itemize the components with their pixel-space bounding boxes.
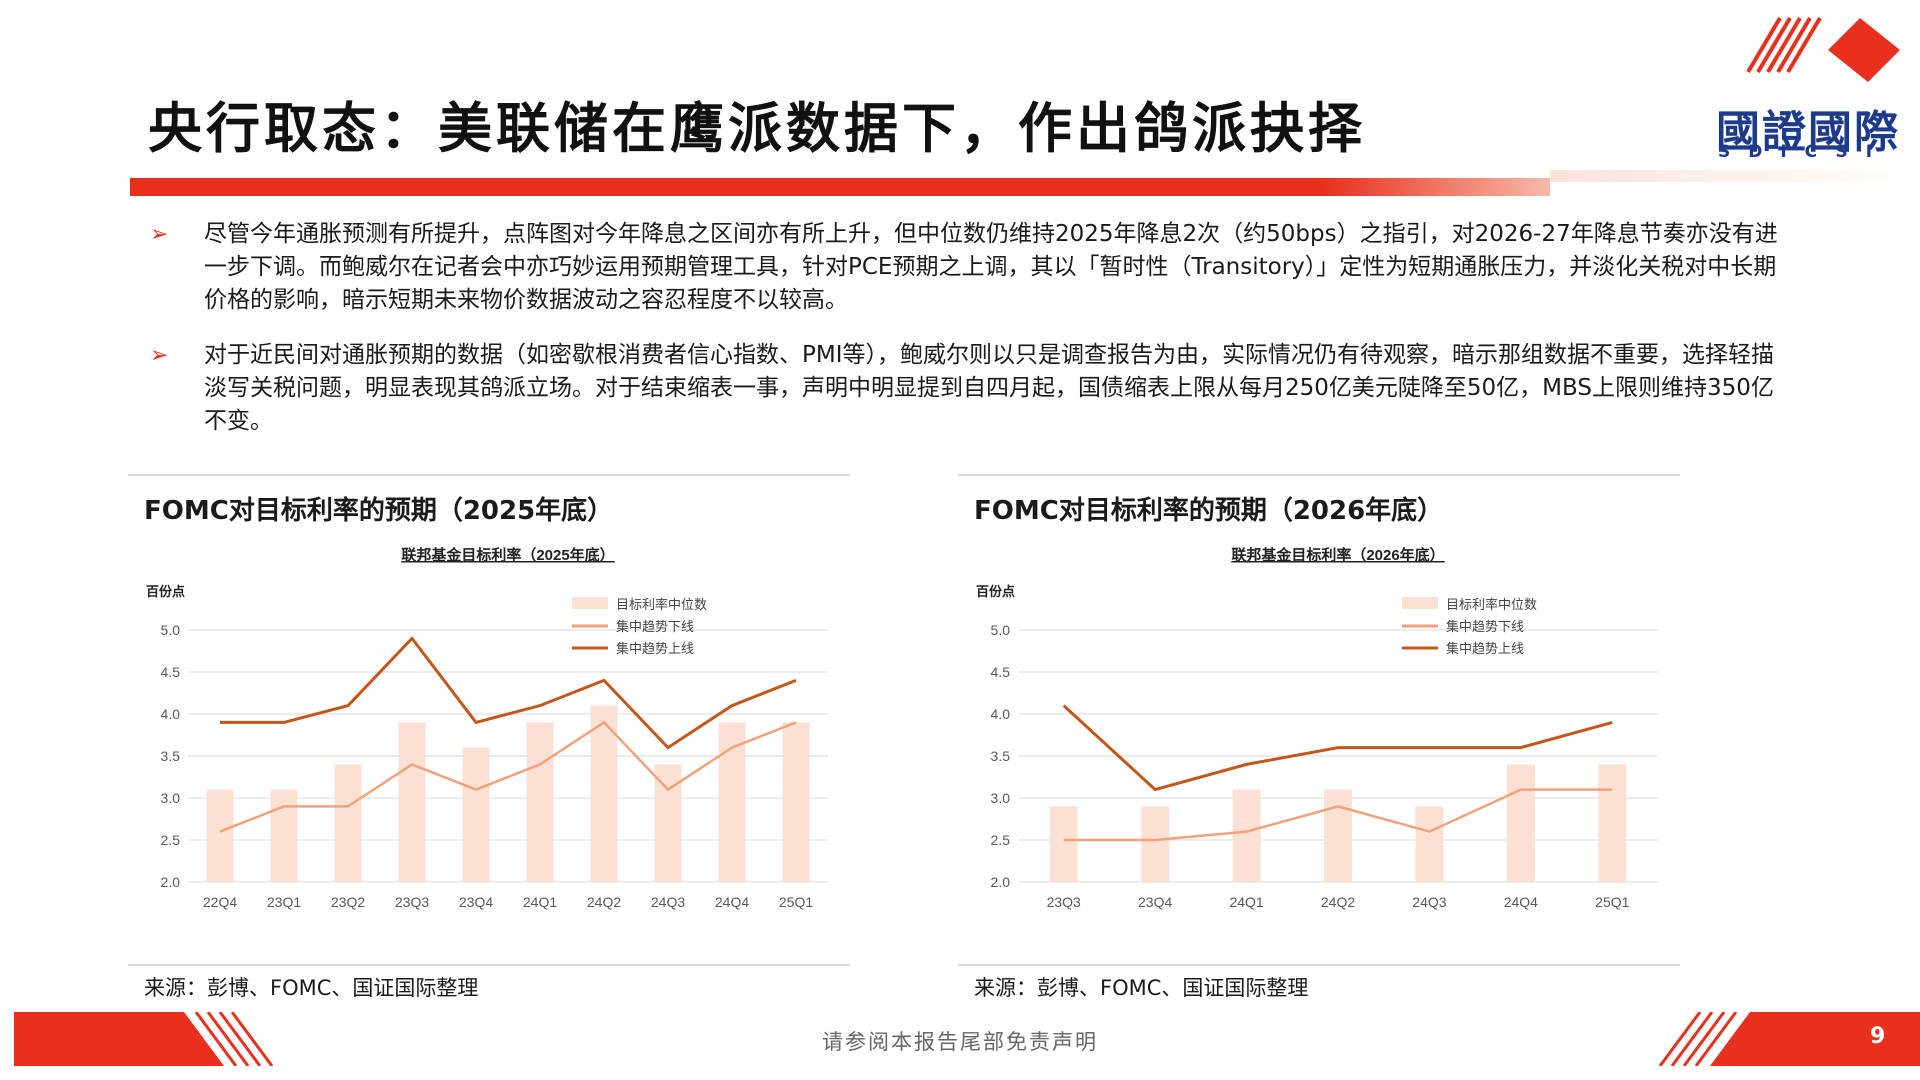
- bar: [590, 705, 618, 882]
- panel-divider: [128, 474, 850, 476]
- title-underline-bar: [130, 178, 1550, 196]
- legend-label: 目标利率中位数: [1446, 597, 1537, 612]
- x-tick-label: 22Q4: [203, 894, 237, 910]
- company-logo: [1746, 16, 1900, 82]
- x-tick-label: 23Q1: [267, 894, 301, 910]
- y-axis-label: 百份点: [146, 584, 185, 599]
- chart-title: 联邦基金目标利率（2026年底）: [1231, 546, 1444, 564]
- rate-chart-2026: 联邦基金目标利率（2026年底） 百份点 5.0 4.5 4.0 3.5 3.0 2.5 2.0…: [976, 546, 1658, 910]
- page-number: 9: [1870, 1024, 1886, 1049]
- bullet-list: ➢ 尽管今年通胀预测有所提升，点阵图对今年降息之区间亦有所上升，但中位数仍维持2…: [146, 218, 1786, 460]
- bar: [1598, 764, 1627, 882]
- x-tick-label: 23Q4: [1138, 894, 1172, 910]
- bar: [1415, 806, 1444, 882]
- x-tick-label: 23Q2: [331, 894, 365, 910]
- x-tick-label: 24Q1: [1229, 894, 1263, 910]
- x-tick-label: 24Q2: [1321, 894, 1355, 910]
- bar: [334, 764, 362, 882]
- footer-stripes-left: [14, 1012, 274, 1066]
- legend-swatch: [1402, 597, 1438, 609]
- x-tick-label: 24Q1: [523, 894, 557, 910]
- x-tick-label: 24Q4: [1504, 894, 1538, 910]
- series-line: [1062, 704, 1613, 792]
- panel-title: FOMC对目标利率的预期（2025年底）: [144, 496, 614, 526]
- panel-title: FOMC对目标利率的预期（2026年底）: [974, 496, 1444, 526]
- bar: [1324, 789, 1352, 882]
- legend-label: 集中趋势上线: [616, 641, 694, 656]
- x-tick-label: 24Q4: [715, 894, 749, 910]
- x-tick-label: 24Q2: [587, 894, 621, 910]
- arrow-bullet-icon: ➢: [150, 222, 169, 247]
- series-line: [219, 720, 797, 833]
- legend-swatch: [572, 597, 608, 609]
- bar: [1049, 806, 1078, 882]
- bar: [270, 789, 298, 882]
- y-tick-label: 2.0: [991, 874, 1011, 890]
- y-tick-label: 4.0: [991, 706, 1011, 722]
- page-title: 央行取态：美联储在鹰派数据下，作出鸽派抉择: [148, 96, 1366, 160]
- bar: [398, 722, 426, 882]
- source-note: 来源：彭博、FOMC、国证国际整理: [144, 976, 479, 1000]
- x-tick-label: 24Q3: [651, 894, 685, 910]
- arrow-bullet-icon: ➢: [150, 343, 169, 368]
- bar: [782, 722, 810, 882]
- y-tick-label: 2.0: [161, 874, 181, 890]
- bar: [462, 747, 490, 882]
- bar: [1141, 806, 1170, 882]
- y-tick-label: 3.0: [991, 790, 1011, 806]
- x-tick-label: 25Q1: [1595, 894, 1629, 910]
- panel-divider: [958, 474, 1680, 476]
- bar: [206, 789, 234, 882]
- bullet-item: ➢ 尽管今年通胀预测有所提升，点阵图对今年降息之区间亦有所上升，但中位数仍维持2…: [146, 218, 1786, 317]
- x-tick-label: 23Q3: [1047, 894, 1081, 910]
- x-tick-label: 24Q3: [1412, 894, 1446, 910]
- source-note: 来源：彭博、FOMC、国证国际整理: [974, 976, 1309, 1000]
- panel-divider: [128, 964, 850, 966]
- title-underline-fade: [1550, 170, 1920, 182]
- chart-panel-2026: FOMC对目标利率的预期（2026年底） 联邦基金目标利率（2026年底） 百份点…: [958, 474, 1680, 1000]
- y-tick-label: 3.5: [991, 748, 1011, 764]
- x-tick-label: 23Q3: [395, 894, 429, 910]
- logo-stripes-icon: [1746, 16, 1900, 82]
- y-tick-label: 3.5: [161, 748, 181, 764]
- bullet-text: 对于近民间对通胀预期的数据（如密歇根消费者信心指数、PMI等），鲍威尔则以只是调…: [204, 342, 1774, 434]
- series-line: [220, 636, 797, 750]
- footer-stripes-right: [1658, 1012, 1920, 1066]
- logo-name: 國證國際: [1716, 107, 1900, 158]
- bullet-item: ➢ 对于近民间对通胀预期的数据（如密歇根消费者信心指数、PMI等），鲍威尔则以只…: [146, 339, 1786, 438]
- bar: [1232, 789, 1261, 882]
- y-tick-label: 4.5: [991, 664, 1011, 680]
- bullet-text: 尽管今年通胀预测有所提升，点阵图对今年降息之区间亦有所上升，但中位数仍维持202…: [204, 221, 1778, 313]
- bar: [526, 722, 554, 882]
- legend-label: 集中趋势下线: [616, 619, 694, 634]
- y-tick-label: 3.0: [161, 790, 181, 806]
- disclaimer-text: 请参阅本报告尾部免责声明: [822, 1030, 1098, 1054]
- series-line: [1063, 788, 1613, 842]
- chart-panel-2025: FOMC对目标利率的预期（2025年底） 联邦基金目标利率（2025年底） 百份点…: [128, 474, 850, 1000]
- y-tick-label: 2.5: [991, 832, 1011, 848]
- y-tick-label: 5.0: [991, 622, 1011, 638]
- bar: [1506, 764, 1535, 882]
- y-tick-label: 4.5: [161, 664, 181, 680]
- logo-subtitle: SDICSI: [1718, 142, 1891, 162]
- legend-label: 集中趋势下线: [1446, 619, 1524, 634]
- legend-label: 目标利率中位数: [616, 597, 707, 612]
- y-tick-label: 5.0: [161, 622, 181, 638]
- chart-title: 联邦基金目标利率（2025年底）: [401, 546, 614, 564]
- rate-chart-2025: 联邦基金目标利率（2025年底） 百份点 5.0 4.5 4.0 3.5 3.0 2.5 2.0…: [146, 546, 828, 910]
- panel-divider: [958, 964, 1680, 966]
- x-tick-label: 23Q4: [459, 894, 493, 910]
- x-tick-label: 25Q1: [779, 894, 813, 910]
- y-tick-label: 2.5: [161, 832, 181, 848]
- y-axis-label: 百份点: [976, 584, 1015, 599]
- y-tick-label: 4.0: [161, 706, 181, 722]
- legend-label: 集中趋势上线: [1446, 641, 1524, 656]
